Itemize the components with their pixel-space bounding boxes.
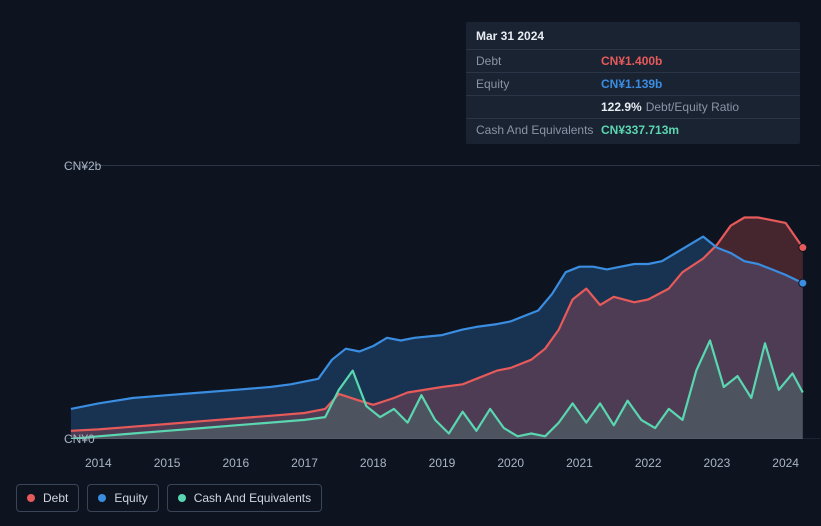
x-axis-label: 2017 xyxy=(291,456,318,470)
x-axis-label: 2016 xyxy=(222,456,249,470)
legend-item[interactable]: Debt xyxy=(16,484,79,512)
legend-label: Cash And Equivalents xyxy=(194,491,311,505)
tooltip-key: Equity xyxy=(476,77,601,91)
x-axis-label: 2022 xyxy=(635,456,662,470)
tooltip-value: CN¥337.713m xyxy=(601,123,679,137)
legend-dot-icon xyxy=(178,494,186,502)
legend-item[interactable]: Cash And Equivalents xyxy=(167,484,322,512)
y-axis-label: CN¥0 xyxy=(64,432,76,446)
x-axis-label: 2023 xyxy=(704,456,731,470)
legend-item[interactable]: Equity xyxy=(87,484,158,512)
x-axis-label: 2015 xyxy=(154,456,181,470)
tooltip-key: Debt xyxy=(476,54,601,68)
x-axis-label: 2014 xyxy=(85,456,112,470)
x-axis-label: 2020 xyxy=(497,456,524,470)
legend-dot-icon xyxy=(27,494,35,502)
series-end-marker xyxy=(799,244,807,252)
tooltip-row: Cash And EquivalentsCN¥337.713m xyxy=(466,119,800,144)
tooltip-row: DebtCN¥1.400b xyxy=(466,50,800,73)
series-end-marker xyxy=(799,279,807,287)
tooltip-row: EquityCN¥1.139b xyxy=(466,73,800,96)
legend-label: Equity xyxy=(114,491,147,505)
chart-tooltip: Mar 31 2024 DebtCN¥1.400bEquityCN¥1.139b… xyxy=(466,22,800,144)
legend-dot-icon xyxy=(98,494,106,502)
tooltip-value: CN¥1.139b xyxy=(601,77,662,91)
tooltip-value: 122.9%Debt/Equity Ratio xyxy=(601,100,739,114)
legend-label: Debt xyxy=(43,491,68,505)
tooltip-key: Cash And Equivalents xyxy=(476,123,601,137)
x-axis-label: 2019 xyxy=(429,456,456,470)
tooltip-value: CN¥1.400b xyxy=(601,54,662,68)
x-axis-label: 2021 xyxy=(566,456,593,470)
financial-chart: Mar 31 2024 DebtCN¥1.400bEquityCN¥1.139b… xyxy=(16,0,805,526)
x-axis-label: 2018 xyxy=(360,456,387,470)
tooltip-row: 122.9%Debt/Equity Ratio xyxy=(466,96,800,119)
chart-plot-area[interactable] xyxy=(64,145,820,439)
tooltip-key xyxy=(476,100,601,114)
chart-legend: Debt Equity Cash And Equivalents xyxy=(16,484,322,512)
x-axis-label: 2024 xyxy=(772,456,799,470)
y-axis-label: CN¥2b xyxy=(64,159,76,173)
tooltip-suffix: Debt/Equity Ratio xyxy=(646,100,739,114)
tooltip-date: Mar 31 2024 xyxy=(466,22,800,50)
